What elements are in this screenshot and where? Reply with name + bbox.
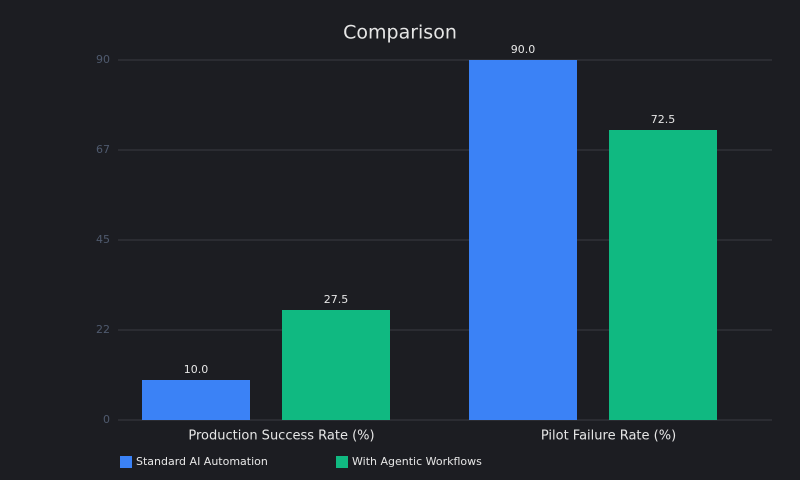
bar	[609, 130, 717, 420]
legend-label: Standard AI Automation	[136, 455, 268, 468]
value-label: 90.0	[511, 43, 536, 56]
legend-swatch	[120, 456, 132, 468]
bar	[142, 380, 250, 420]
chart-title: Comparison	[343, 22, 457, 44]
bar	[469, 60, 577, 420]
legend-swatch	[336, 456, 348, 468]
y-tick-label: 22	[96, 323, 110, 336]
y-tick-label: 0	[103, 413, 110, 426]
value-label: 72.5	[651, 113, 676, 126]
legend-label: With Agentic Workflows	[352, 455, 482, 468]
value-label: 27.5	[324, 293, 349, 306]
y-tick-label: 45	[96, 233, 110, 246]
y-tick-label: 67	[96, 143, 110, 156]
x-tick-label: Pilot Failure Rate (%)	[541, 429, 676, 444]
x-tick-label: Production Success Rate (%)	[188, 429, 374, 444]
bar	[282, 310, 390, 420]
value-label: 10.0	[184, 363, 209, 376]
y-tick-label: 90	[96, 53, 110, 66]
